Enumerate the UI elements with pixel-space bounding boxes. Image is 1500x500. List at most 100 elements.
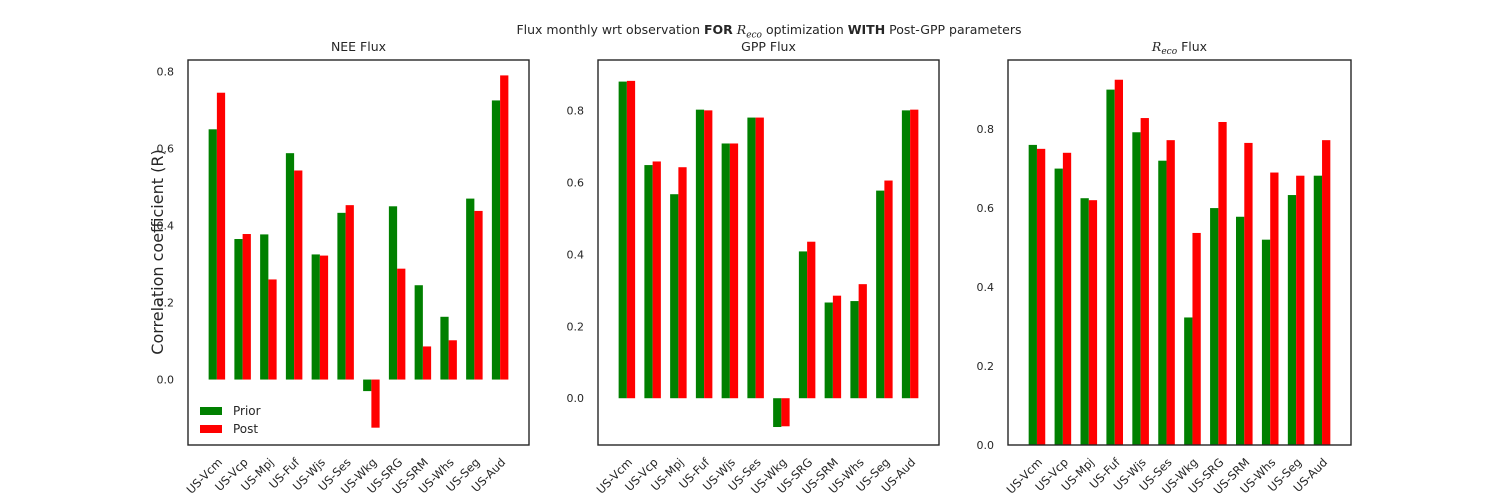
bar-post-us-ses: [345, 205, 354, 380]
axes-frame: [187, 59, 530, 446]
bar-post-us-aud: [910, 109, 919, 399]
bar-prior-us-wkg: [1184, 317, 1193, 445]
bar-post-us-wjs: [319, 255, 329, 380]
bar-prior-us-seg: [466, 198, 475, 380]
y-tick-label: 0.2: [157, 297, 175, 310]
bar-post-us-fuf: [704, 110, 713, 399]
bar-prior-us-wjs: [1132, 132, 1141, 445]
y-tick-label: 0.6: [157, 143, 175, 156]
bar-prior-us-wjs: [721, 143, 730, 399]
y-tick-label: 0.2: [567, 320, 585, 333]
subplot-1: 0.00.20.40.60.8US-VcmUS-VcpUS-MpjUS-FufU…: [157, 39, 530, 497]
legend-label-prior: Prior: [233, 404, 261, 418]
y-tick-label: 0.6: [977, 202, 995, 215]
bar-prior-us-whs: [1261, 239, 1271, 445]
bar-prior-us-seg: [876, 190, 885, 399]
bar-post-us-fuf: [294, 170, 303, 380]
title-part: Flux monthly wrt observation: [516, 22, 700, 37]
y-tick-label: 0.4: [567, 248, 585, 261]
subplot-title: NEE Flux: [331, 39, 386, 54]
bar-prior-us-srg: [1210, 208, 1219, 445]
bar-prior-us-mpj: [1080, 198, 1089, 445]
bar-prior-us-srm: [1236, 216, 1245, 445]
bar-prior-us-whs: [440, 316, 449, 380]
bar-prior-us-srg: [798, 251, 808, 399]
bar-post-us-wjs: [729, 143, 739, 399]
bar-prior-us-seg: [1287, 195, 1297, 445]
bar-post-us-seg: [474, 210, 483, 380]
bar-post-us-vcm: [216, 92, 226, 380]
bar-prior-us-fuf: [695, 109, 705, 399]
bar-prior-us-srm: [414, 285, 423, 380]
bar-post-us-wkg: [371, 379, 380, 428]
bar-prior-us-ses: [1158, 160, 1167, 445]
bar-post-us-vcm: [626, 80, 636, 399]
bar-prior-us-vcp: [1054, 168, 1063, 445]
bar-prior-us-ses: [337, 212, 346, 380]
y-tick-label: 0.0: [977, 439, 995, 452]
bar-post-us-ses: [1166, 140, 1175, 445]
bar-prior-us-mpj: [670, 194, 679, 399]
y-tick-label: 0.0: [157, 374, 175, 387]
bar-post-us-wjs: [1140, 118, 1149, 446]
bar-post-us-mpj: [678, 167, 687, 399]
bar-post-us-seg: [884, 180, 893, 399]
bar-prior-us-vcm: [1028, 144, 1037, 445]
y-tick-label: 0.4: [977, 281, 995, 294]
bar-post-us-vcp: [1062, 152, 1072, 446]
bar-prior-us-fuf: [1106, 89, 1115, 446]
bar-prior-us-aud: [901, 110, 911, 399]
bar-post-us-mpj: [1088, 200, 1098, 445]
legend-swatch-prior: [200, 407, 222, 415]
y-tick-label: 0.8: [567, 104, 585, 117]
bar-post-us-wkg: [781, 398, 790, 427]
y-tick-label: 0.8: [157, 66, 175, 79]
bar-prior-us-vcp: [234, 239, 243, 380]
bar-post-us-vcm: [1036, 148, 1046, 445]
bar-post-us-whs: [448, 340, 457, 380]
y-tick-label: 0.0: [567, 392, 585, 405]
title-r-symbol: R: [736, 22, 747, 37]
bar-post-us-aud: [500, 75, 509, 380]
bar-post-us-srm: [1244, 142, 1253, 446]
bar-post-us-fuf: [1114, 79, 1123, 446]
bar-post-us-srg: [1218, 121, 1227, 446]
subplot-3: 0.00.20.40.60.8US-VcmUS-VcpUS-MpjUS-FufU…: [977, 39, 1352, 497]
bar-prior-us-wkg: [773, 398, 782, 428]
bar-prior-us-wjs: [311, 254, 320, 380]
bar-post-us-srg: [807, 241, 816, 399]
y-tick-label: 0.6: [567, 176, 585, 189]
y-tick-label: 0.2: [977, 360, 995, 373]
bar-post-us-wkg: [1192, 232, 1201, 445]
axes-frame: [1007, 59, 1352, 446]
bar-post-us-mpj: [268, 279, 277, 380]
bar-post-us-ses: [755, 117, 764, 399]
bar-prior-us-whs: [850, 301, 859, 399]
bar-post-us-vcp: [242, 234, 251, 380]
bar-prior-us-mpj: [260, 234, 269, 380]
bar-post-us-aud: [1322, 140, 1331, 445]
title-part: Post-GPP parameters: [889, 22, 1022, 37]
title-r-subscript: eco: [746, 30, 762, 41]
bar-prior-us-vcm: [208, 129, 217, 380]
bar-prior-us-wkg: [363, 379, 372, 392]
bar-prior-us-srm: [824, 302, 833, 399]
y-tick-label: 0.8: [977, 123, 995, 136]
subplot-2: 0.00.20.40.60.8US-VcmUS-VcpUS-MpjUS-FufU…: [567, 39, 940, 497]
bar-prior-us-fuf: [285, 153, 295, 380]
legend-swatch-post: [200, 425, 222, 433]
subplot-title: Reco Flux: [1151, 39, 1207, 57]
bar-post-us-srm: [832, 295, 842, 399]
bar-prior-us-vcm: [618, 81, 627, 399]
bar-post-us-whs: [858, 284, 867, 399]
bar-post-us-srg: [397, 268, 406, 380]
bar-prior-us-vcp: [644, 165, 653, 399]
title-with: WITH: [847, 22, 886, 37]
bar-prior-us-aud: [1313, 175, 1323, 445]
bar-prior-us-ses: [747, 117, 756, 399]
title-part: optimization: [765, 22, 844, 37]
bar-post-us-vcp: [652, 161, 661, 399]
y-tick-label: 0.4: [157, 220, 175, 233]
